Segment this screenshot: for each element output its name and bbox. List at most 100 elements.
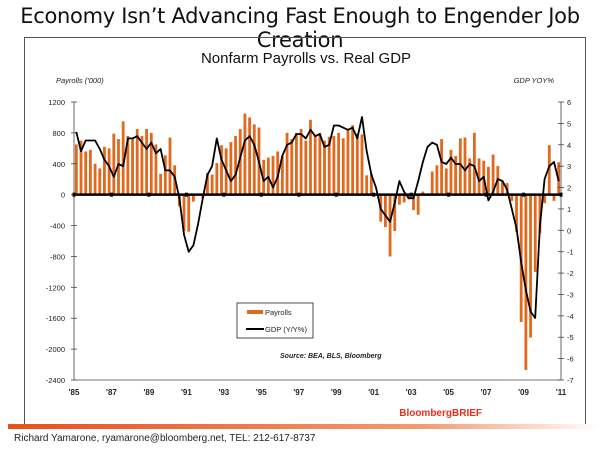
payroll-bar	[365, 175, 369, 195]
x-tick-label: '91	[181, 388, 192, 397]
payroll-bar	[131, 137, 134, 195]
payroll-bar	[280, 156, 284, 195]
payroll-bar	[398, 194, 401, 205]
payroll-bar	[341, 138, 345, 195]
left-tick-label: -1600	[46, 314, 65, 323]
payroll-bar	[112, 133, 116, 195]
bloomberg-brief-logo: BloombergBRIEF	[399, 408, 482, 419]
axes: 1200 800 400 0 -400 -800 -1200 -1600 -2000 -2400 6…	[46, 98, 574, 397]
right-tick-label: -4	[567, 312, 574, 321]
payroll-bar	[98, 168, 102, 195]
payroll-bar	[79, 140, 83, 195]
left-tick-label: -2000	[46, 345, 65, 354]
payroll-bar	[103, 146, 106, 195]
payroll-bar	[140, 135, 144, 195]
right-tick-label: -5	[567, 333, 574, 342]
payroll-bar	[215, 163, 219, 195]
legend-swatch-payrolls	[247, 310, 263, 314]
payroll-bar	[383, 194, 387, 228]
x-tick	[259, 192, 263, 197]
x-tick	[297, 192, 301, 197]
payroll-bar	[74, 144, 78, 195]
payroll-bar	[168, 137, 172, 195]
payroll-bar	[515, 194, 518, 232]
payroll-bar	[412, 194, 415, 211]
x-tick	[334, 192, 338, 197]
payroll-bar	[84, 151, 88, 195]
headline: Economy Isn’t Advancing Fast Enough to E…	[20, 4, 580, 52]
payroll-bar	[538, 194, 542, 234]
x-tick-label: '87	[106, 388, 117, 397]
right-axis-label: GDP YOY%	[514, 76, 555, 85]
payroll-bar	[472, 132, 476, 195]
payroll-bar	[393, 194, 397, 231]
payroll-bar	[285, 132, 289, 195]
payroll-bar	[309, 119, 312, 195]
x-tick-label: '09	[518, 388, 529, 397]
payroll-bar	[477, 158, 481, 195]
legend-label-gdp: GDP (Y/Y%)	[265, 325, 307, 334]
x-tick	[484, 192, 488, 197]
footer-contact: Richard Yamarone, ryamarone@bloomberg.ne…	[14, 433, 316, 444]
payroll-bar	[243, 113, 247, 195]
payroll-bar	[93, 163, 97, 195]
payroll-bar	[510, 194, 514, 201]
payroll-bar	[304, 140, 308, 195]
right-tick-label: 4	[567, 141, 571, 150]
payroll-bar	[360, 134, 364, 195]
payroll-bar	[524, 194, 528, 370]
x-tick-label: '03	[406, 388, 417, 397]
x-tick-label: '05	[443, 388, 454, 397]
payroll-bar	[182, 194, 186, 231]
payroll-bar	[290, 139, 294, 195]
right-tick-label: 6	[567, 98, 571, 107]
right-tick-label: 2	[567, 184, 571, 193]
payroll-bar	[210, 174, 214, 195]
payroll-bar	[552, 194, 556, 201]
x-tick	[409, 192, 413, 197]
left-tick-label: -400	[50, 222, 65, 231]
payroll-bar	[252, 124, 256, 195]
right-tick-label: 3	[567, 162, 571, 171]
payroll-bar	[463, 137, 467, 195]
gdp-line-group	[75, 116, 560, 319]
legend-box	[236, 302, 314, 339]
gdp-line	[75, 116, 560, 319]
chart-title: Nonfarm Payrolls vs. Real GDP	[201, 50, 411, 67]
payroll-bar	[206, 173, 209, 195]
right-tick-label: 5	[567, 119, 571, 128]
payroll-bar	[163, 155, 167, 195]
left-tick-label: 400	[52, 160, 65, 169]
payroll-bar	[547, 145, 551, 195]
payroll-bar	[369, 173, 373, 195]
x-tick	[147, 192, 151, 197]
x-tick	[184, 192, 188, 197]
payroll-bar	[487, 166, 490, 195]
left-tick-label: 800	[52, 129, 65, 138]
payroll-bar	[248, 117, 252, 195]
payroll-bar	[327, 136, 331, 195]
payroll-bar	[107, 148, 111, 195]
accent-bar	[8, 424, 600, 429]
legend-label-payrolls: Payrolls	[265, 308, 292, 317]
x-tick-label: '89	[144, 388, 155, 397]
left-tick-label: -800	[50, 252, 65, 261]
payroll-bar	[440, 139, 443, 195]
payroll-bar	[229, 142, 233, 195]
x-tick	[559, 192, 563, 197]
payroll-bar	[346, 129, 350, 195]
payroll-bar	[88, 149, 92, 195]
x-tick-label: '95	[256, 388, 267, 397]
payroll-bar	[159, 173, 163, 195]
payroll-bar	[149, 132, 153, 195]
payroll-bar	[529, 194, 532, 338]
payroll-bar	[121, 121, 125, 195]
x-tick-label: '07	[481, 388, 492, 397]
payroll-bar	[154, 144, 158, 195]
payroll-bar	[192, 194, 195, 202]
payroll-bar	[234, 135, 237, 195]
payroll-bar	[351, 125, 355, 195]
x-tick-label: '01	[368, 388, 379, 397]
payroll-bar	[533, 194, 537, 272]
payroll-bar	[435, 165, 439, 195]
